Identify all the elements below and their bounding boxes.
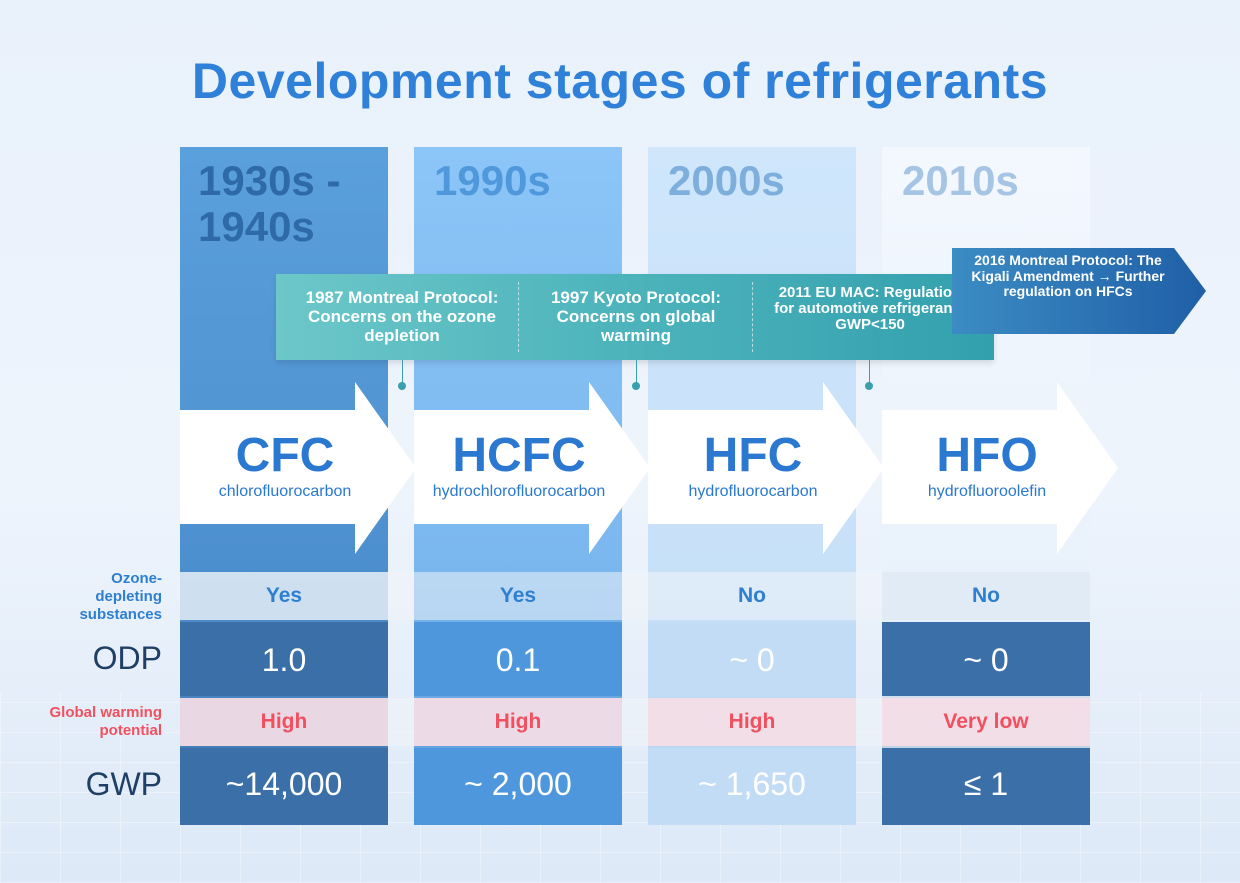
banner-divider bbox=[518, 282, 519, 352]
gwp-cell: ~ 1,650 bbox=[648, 748, 856, 825]
ozone-cell: No bbox=[882, 572, 1090, 620]
arrow-hfc bbox=[648, 382, 884, 554]
odp-cell: ~ 0 bbox=[648, 622, 856, 696]
timeline-pin bbox=[869, 360, 870, 386]
row-label-odp: ODP bbox=[92, 640, 162, 676]
event-2011: 2011 EU MAC: Regulation for automotive r… bbox=[774, 284, 966, 333]
timeline-pin-dot bbox=[398, 382, 406, 390]
kigali-arrow bbox=[952, 248, 1206, 334]
arrow-hfo bbox=[882, 382, 1118, 554]
gwp-quality-cell: High bbox=[414, 698, 622, 746]
event-1997: 1997 Kyoto Protocol: Concerns on global … bbox=[550, 288, 722, 345]
regulation-banner bbox=[276, 274, 994, 360]
gwp-cell: ~14,000 bbox=[180, 748, 388, 825]
odp-cell: 0.1 bbox=[414, 622, 622, 696]
timeline-pin-dot bbox=[865, 382, 873, 390]
refrigerant-name: hydrochlorofluorocarbon bbox=[432, 483, 606, 500]
era-label: 1990s bbox=[434, 157, 551, 204]
era-label: 2010s bbox=[902, 157, 1019, 204]
refrigerant-abbr: HFO bbox=[936, 429, 1038, 482]
refrigerant-abbr: CFC bbox=[235, 429, 335, 482]
gwp-quality-cell: High bbox=[648, 698, 856, 746]
gwp-cell: ≤ 1 bbox=[882, 748, 1090, 825]
ozone-cell: Yes bbox=[499, 584, 537, 607]
row-label-gwp: GWP bbox=[85, 766, 162, 802]
era-label: 1930s - 1940s bbox=[198, 157, 341, 250]
gwp-quality-cell: High bbox=[180, 698, 388, 746]
row-label-global-warming: Global warming potential bbox=[49, 704, 162, 739]
gwp-cell: ~ 2,000 bbox=[414, 748, 622, 825]
timeline-pin bbox=[636, 360, 637, 386]
timeline-pin-dot bbox=[632, 382, 640, 390]
banner-divider bbox=[752, 282, 753, 352]
refrigerant-name: chlorofluorocarbon bbox=[218, 483, 352, 500]
odp-cell: 1.0 bbox=[180, 622, 388, 696]
arrow-hcfc bbox=[414, 382, 650, 554]
refrigerant-abbr: HCFC bbox=[452, 429, 586, 482]
odp-cell: ~ 0 bbox=[882, 622, 1090, 696]
refrigerant-name: hydrofluoroolefin bbox=[927, 483, 1047, 500]
ozone-cell: Yes bbox=[180, 572, 388, 620]
refrigerant-name: hydrofluorocarbon bbox=[688, 483, 818, 500]
row-label-ozone-depleting: Ozone- depleting substances bbox=[79, 570, 162, 623]
ozone-cell: No bbox=[738, 584, 766, 607]
era-label: 2000s bbox=[668, 157, 785, 204]
timeline-pin bbox=[402, 360, 403, 386]
page-title: Development stages of refrigerants bbox=[191, 53, 1049, 109]
event-2016: 2016 Montreal Protocol: The Kigali Amend… bbox=[971, 252, 1165, 299]
refrigerant-abbr: HFC bbox=[703, 429, 803, 482]
arrow-cfc bbox=[180, 382, 416, 554]
event-1987: 1987 Montreal Protocol: Concerns on the … bbox=[305, 288, 499, 345]
gwp-quality-cell: Very low bbox=[882, 698, 1090, 746]
